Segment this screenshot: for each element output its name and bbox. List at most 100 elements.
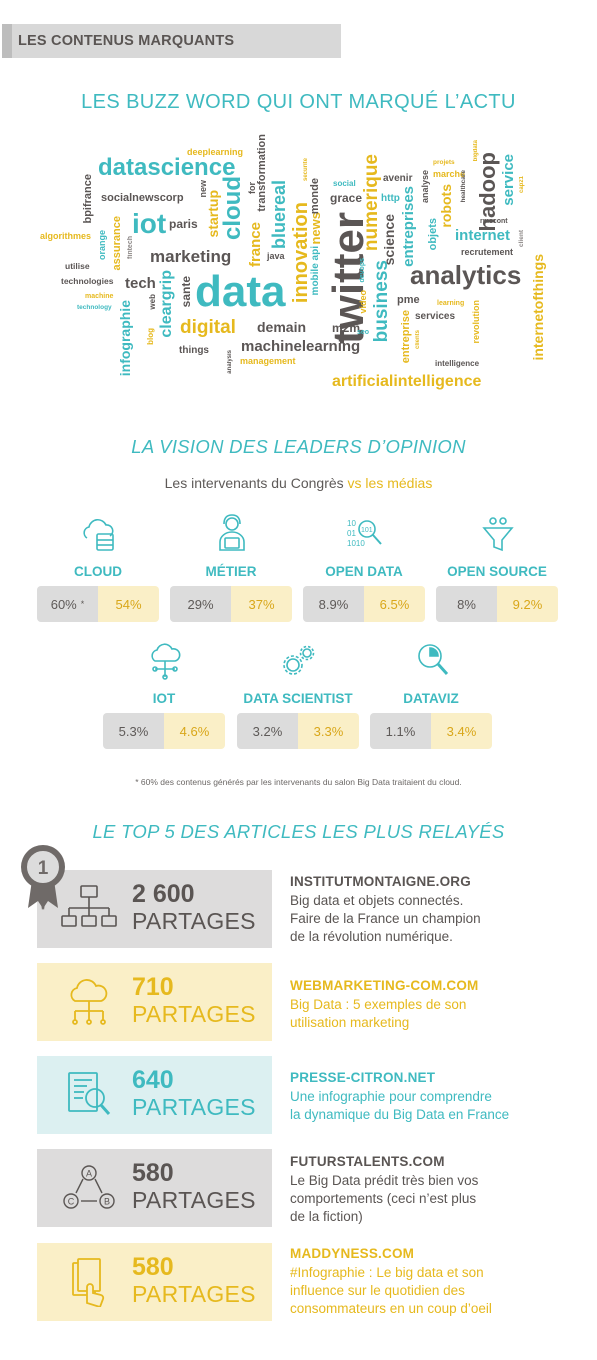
word: utilise [65,261,90,271]
word: marketing [150,247,232,266]
word: analyse [420,170,430,204]
word: orange [97,230,107,261]
word: business [371,260,392,343]
binary-magnifier-icon: 10 01 1010 101 [347,519,382,548]
share-unit: PARTAGES [132,1001,256,1027]
article-title[interactable]: Une infographie pour comprendre la dynam… [290,1089,510,1122]
article-title[interactable]: Big data et objets connectés. Faire de l… [290,893,481,944]
word: healthcare [460,170,467,203]
word: client [518,230,525,247]
cloud-server-icon [83,519,114,551]
word: service [500,154,517,206]
word: deeplearning [187,147,244,157]
word: artificialintelligence [332,373,482,390]
word: assurance [111,216,123,271]
word: objets [427,218,439,251]
word: technology [77,304,112,311]
word: avenir [383,173,413,184]
footnote: * 60% des contenus générés par les inter… [135,777,462,787]
top5-title: LE TOP 5 DES ARTICLES LES PLUS RELAYÉS [92,821,505,842]
media-percent: 3.4% [431,713,492,749]
documents-hand-icon [72,1258,105,1307]
word: transformation [256,134,268,212]
word: datascience [98,154,236,181]
vision-subtitle: Les intervenants du Congrès vs les média… [0,475,597,491]
word: data [195,267,286,316]
article-card-1: 2 600 PARTAGES [37,870,272,948]
word: entreprise [400,310,412,364]
word: mobile api [310,246,321,296]
word: iot [132,208,167,239]
cloud-network-icon [70,979,108,1025]
word: machinelearning [241,338,361,355]
svg-text:10: 10 [347,519,356,528]
speakers-percent: 8.9% [303,586,364,622]
article-title[interactable]: Big Data : 5 exemples de son utilisation… [290,997,467,1030]
word: java [267,251,285,261]
svg-text:01: 01 [347,529,356,538]
gears-icon [283,645,315,675]
word-cloud: datascience deeplearning transformation … [35,130,565,400]
word: science [381,214,397,266]
media-percent: 3.3% [298,713,359,749]
word: technologies [61,276,114,286]
category-label: MÉTIER [205,564,257,579]
word: infographie [117,300,133,377]
word: marche [433,169,466,179]
category-label: CLOUD [74,564,122,579]
word: news [308,212,323,245]
word: social [333,179,356,188]
article-card-4: A C B 580 PARTAGES [37,1149,272,1227]
media-percent: 37% [231,586,292,622]
article-card-3: 640 PARTAGES [37,1056,272,1134]
worker-laptop-icon [219,514,245,551]
article-site[interactable]: WEBMARKETING-COM.COM [290,978,479,993]
share-unit: PARTAGES [132,1281,256,1307]
word: cap21 [519,176,525,194]
word: new [198,180,208,198]
word: grace [330,191,363,205]
network-computers-icon [61,885,117,927]
article-card-5: 580 PARTAGES [37,1243,272,1321]
word: web [148,294,157,310]
word: m2m [332,321,361,335]
word: socialnewscorp [101,192,184,204]
article-card-2: 710 PARTAGES [37,963,272,1041]
article-title[interactable]: Le Big Data prédit très bien vos comport… [290,1173,479,1224]
medal-rank: 1 [38,858,49,879]
speakers-percent: 5.3% [103,713,164,749]
word: demain [257,319,307,335]
word: analytics [410,260,522,290]
footnote-star: * [80,599,85,609]
speakers-percent: 3.2% [237,713,298,749]
category-label: DATA SCIENTIST [243,691,353,706]
subtitle-media: les médias [365,475,433,491]
media-percent: 9.2% [497,586,558,622]
word: recrutement [461,247,514,257]
word: internetofthings [530,254,546,361]
buzz-title: LES BUZZ WORD QUI ONT MARQUÉ L’ACTU [81,91,516,113]
word: monde [309,178,321,215]
rank-medal-icon: 1 [21,845,65,910]
speakers-percent: 60% * [37,586,98,622]
article-site[interactable]: MADDYNESS.COM [290,1246,415,1261]
category-label: DATAVIZ [403,691,459,706]
article-title[interactable]: #Infographie : Le big data et son influe… [290,1265,492,1316]
word: internet [455,227,511,244]
header-label: LES CONTENUS MARQUANTS [18,33,235,49]
word: robots [438,184,454,228]
speakers-percent: 8% [436,586,497,622]
category-metier: MÉTIER 29% 37% [170,514,292,624]
article-site[interactable]: PRESSE-CITRON.NET [290,1070,436,1085]
percent-pair: 29% 37% [170,586,292,622]
word: projets [433,159,455,166]
word: services [415,311,456,322]
word: management [240,356,296,366]
article-site[interactable]: INSTITUTMONTAIGNE.ORG [290,874,471,889]
word: france [247,222,264,268]
svg-text:A: A [86,1169,92,1179]
word: bluereal [269,180,289,250]
svg-text:101: 101 [361,527,373,534]
word: blog [146,328,155,345]
article-site[interactable]: FUTURSTALENTS.COM [290,1154,445,1169]
